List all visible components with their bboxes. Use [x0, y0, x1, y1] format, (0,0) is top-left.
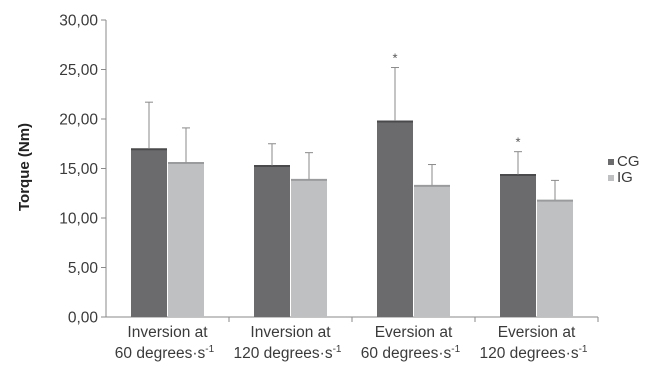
- legend-swatch-ig: [608, 175, 614, 181]
- x-category-label-sup: -1: [579, 344, 588, 355]
- bar-cg: [254, 165, 290, 317]
- y-tick-label: 30,00: [59, 13, 98, 30]
- x-category-label-text: 120 degrees·s: [234, 345, 333, 362]
- x-category-label: 60 degrees·s-1: [361, 344, 461, 362]
- y-tick-label: 25,00: [59, 62, 98, 79]
- axes: 0,00 5,00 10,00 15,00 20,00 25,00 30,00 Inversi…: [59, 13, 599, 362]
- y-axis-label: Torque (Nm): [16, 123, 33, 211]
- y-tick-label: 0,00: [68, 310, 99, 327]
- bar-ig: [168, 162, 204, 317]
- x-category-label-sup: -1: [333, 344, 342, 355]
- y-tick-label: 5,00: [68, 260, 99, 277]
- bar-cg: [377, 120, 413, 317]
- x-category-label: 120 degrees·s-1: [480, 344, 588, 362]
- bar-ig: [537, 200, 573, 317]
- x-category-label-text: 120 degrees·s: [480, 345, 579, 362]
- x-category-label: 120 degrees·s-1: [234, 344, 342, 362]
- y-tick-label: 20,00: [59, 112, 98, 129]
- bar-ig: [414, 185, 450, 317]
- x-category-label: Inversion at: [127, 324, 208, 341]
- legend-label-ig: IG: [617, 169, 633, 186]
- x-category-label-sup: -1: [451, 344, 460, 355]
- bar-cg: [131, 148, 167, 317]
- y-tick-label: 10,00: [59, 211, 98, 228]
- bar-ig: [291, 179, 327, 317]
- x-category-label-text: 60 degrees·s: [115, 345, 206, 362]
- x-category-label: Eversion at: [498, 324, 576, 341]
- legend-label-cg: CG: [617, 153, 640, 170]
- x-category-label: Eversion at: [375, 324, 453, 341]
- y-tick-label: 15,00: [59, 161, 98, 178]
- bar-cg: [500, 174, 536, 317]
- legend-swatch-cg: [608, 159, 614, 165]
- x-category-label: Inversion at: [250, 324, 331, 341]
- significance-marker: *: [392, 51, 397, 66]
- x-category-label: 60 degrees·s-1: [115, 344, 215, 362]
- x-category-label-sup: -1: [205, 344, 214, 355]
- x-category-label-text: 60 degrees·s: [361, 345, 452, 362]
- bars: **: [131, 51, 573, 317]
- significance-marker: *: [515, 135, 520, 150]
